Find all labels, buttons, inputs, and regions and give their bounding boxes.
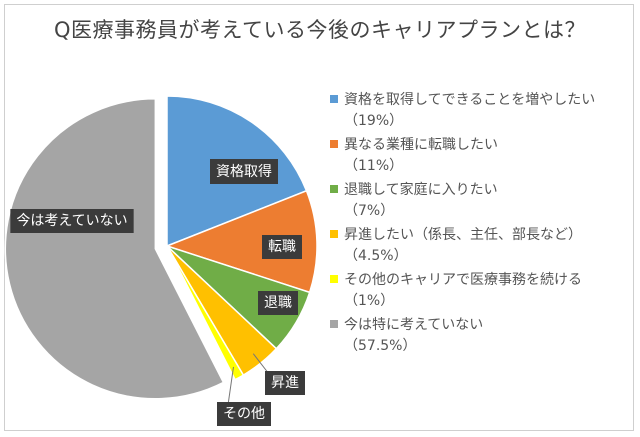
legend-item: 異なる業種に転職したい （11%） bbox=[330, 133, 630, 178]
legend-percent: （1%） bbox=[344, 293, 395, 309]
legend-label: 異なる業種に転職したい bbox=[344, 137, 498, 153]
legend-swatch bbox=[330, 230, 338, 238]
leader-line bbox=[252, 353, 270, 375]
label-tenshoku: 転職 bbox=[262, 235, 302, 259]
legend-item: 今は特に考えていない （57.5%） bbox=[330, 313, 630, 358]
label-shikaku: 資格取得 bbox=[210, 159, 278, 184]
legend-swatch bbox=[330, 185, 338, 193]
legend-item: その他のキャリアで医療事務を続ける （1%） bbox=[330, 268, 630, 313]
leader-line bbox=[227, 366, 234, 406]
label-taishoku: 退職 bbox=[258, 291, 298, 315]
legend-item: 昇進したい（係長、主任、部長など） （4.5%） bbox=[330, 223, 630, 268]
legend-percent: （4.5%） bbox=[344, 248, 408, 264]
label-kangaete: 今は考えていない bbox=[10, 209, 134, 233]
legend-label: 資格を取得してできることを増やしたい bbox=[344, 92, 596, 108]
label-shoshin: 昇進 bbox=[265, 371, 305, 395]
slice-sonota bbox=[166, 245, 245, 381]
legend-percent: （7%） bbox=[344, 203, 395, 219]
slice-tenshoku bbox=[164, 189, 318, 294]
svg-text:その他: その他 bbox=[223, 406, 265, 422]
legend-label: 昇進したい（係長、主任、部長など） bbox=[344, 227, 582, 243]
slice-kangaete bbox=[4, 98, 225, 400]
chart-legend: 資格を取得してできることを増やしたい （19%） 異なる業種に転職したい （11%） 退… bbox=[330, 88, 630, 358]
legend-swatch bbox=[330, 140, 338, 148]
legend-swatch bbox=[330, 95, 338, 103]
svg-text:退職: 退職 bbox=[264, 295, 292, 311]
legend-label: 今は特に考えていない bbox=[344, 317, 484, 333]
chart-title: Q医療事務員が考えている今後のキャリアプランとは？ bbox=[54, 18, 586, 42]
legend-item: 退職して家庭に入りたい （7%） bbox=[330, 178, 630, 223]
legend-percent: （57.5%） bbox=[344, 338, 417, 354]
legend-label: 退職して家庭に入りたい bbox=[344, 182, 498, 198]
svg-text:今は考えていない: 今は考えていない bbox=[16, 213, 127, 229]
legend-label: その他のキャリアで医療事務を続ける bbox=[344, 272, 582, 288]
legend-percent: （11%） bbox=[344, 158, 404, 174]
legend-swatch bbox=[330, 275, 338, 283]
svg-text:資格取得: 資格取得 bbox=[216, 163, 272, 180]
legend-swatch bbox=[330, 320, 338, 328]
svg-text:昇進: 昇進 bbox=[271, 375, 299, 391]
svg-text:転職: 転職 bbox=[268, 239, 296, 255]
legend-percent: （19%） bbox=[344, 113, 404, 129]
legend-item: 資格を取得してできることを増やしたい （19%） bbox=[330, 88, 630, 133]
label-sonota: その他 bbox=[217, 402, 271, 426]
